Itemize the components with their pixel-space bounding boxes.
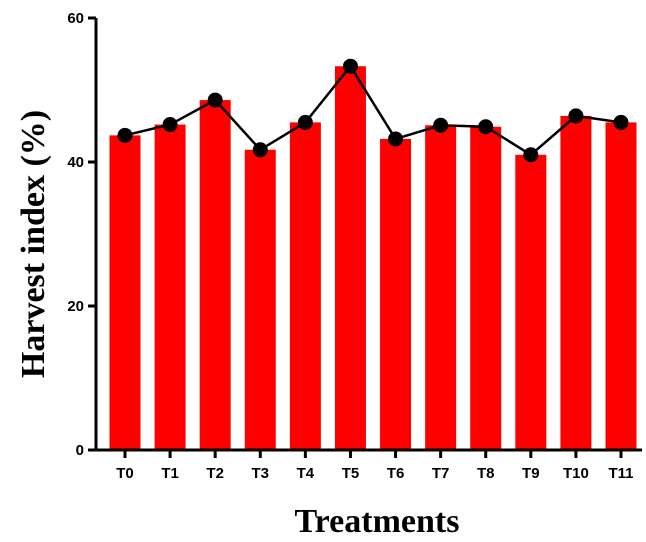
bar-t0 xyxy=(109,135,141,451)
x-tick-label-t10: T10 xyxy=(563,465,589,482)
x-tick-label-t9: T9 xyxy=(522,465,540,482)
point-t4 xyxy=(297,114,313,130)
bar-t6 xyxy=(380,138,412,450)
bar-t5 xyxy=(334,66,366,451)
point-t3 xyxy=(252,142,268,158)
x-tick-label-t2: T2 xyxy=(206,465,224,482)
line-overlay-group xyxy=(117,58,629,163)
point-t0 xyxy=(117,127,133,143)
point-t10 xyxy=(568,108,584,124)
series-line xyxy=(124,64,622,157)
x-tick-label-t6: T6 xyxy=(387,465,405,482)
x-tick-label-t4: T4 xyxy=(297,465,315,482)
x-tick-label-t11: T11 xyxy=(608,465,633,482)
x-tick-label-t7: T7 xyxy=(432,465,450,482)
y-tick-label: 0 xyxy=(76,442,84,459)
bar-t7 xyxy=(425,125,457,450)
bar-t10 xyxy=(560,115,592,451)
point-t2 xyxy=(207,92,223,108)
y-ticks-group: 0 20 40 60 xyxy=(67,10,96,459)
x-tick-label-t0: T0 xyxy=(116,465,134,482)
point-t7 xyxy=(433,117,449,133)
x-axis-title: Treatments xyxy=(295,503,460,540)
bar-t4 xyxy=(289,122,321,451)
x-ticks-group: T0 T1 T2 T3 T4 T5 T6 T7 T8 T9 T10 T11 xyxy=(116,450,634,482)
bar-t9 xyxy=(515,154,547,451)
bar-t11 xyxy=(605,122,637,451)
y-tick-label: 40 xyxy=(67,154,84,171)
bars-group xyxy=(109,66,637,451)
x-tick-label-t1: T1 xyxy=(161,465,179,482)
x-tick-label-t8: T8 xyxy=(477,465,495,482)
x-tick-label-t3: T3 xyxy=(252,465,270,482)
bar-t3 xyxy=(244,149,276,450)
y-axis-title: Harvest index (%) xyxy=(15,110,52,378)
bar-t2 xyxy=(199,100,231,450)
point-t6 xyxy=(388,131,404,147)
point-t9 xyxy=(523,147,539,163)
bar-t8 xyxy=(470,126,502,450)
axes-group xyxy=(94,18,642,452)
point-t11 xyxy=(613,114,629,130)
point-t5 xyxy=(342,58,358,74)
x-tick-label-t5: T5 xyxy=(342,465,360,482)
y-tick-label: 20 xyxy=(67,298,84,315)
y-tick-label: 60 xyxy=(67,10,84,27)
bar-t1 xyxy=(154,124,186,450)
point-t1 xyxy=(162,117,178,133)
point-t8 xyxy=(478,119,494,135)
